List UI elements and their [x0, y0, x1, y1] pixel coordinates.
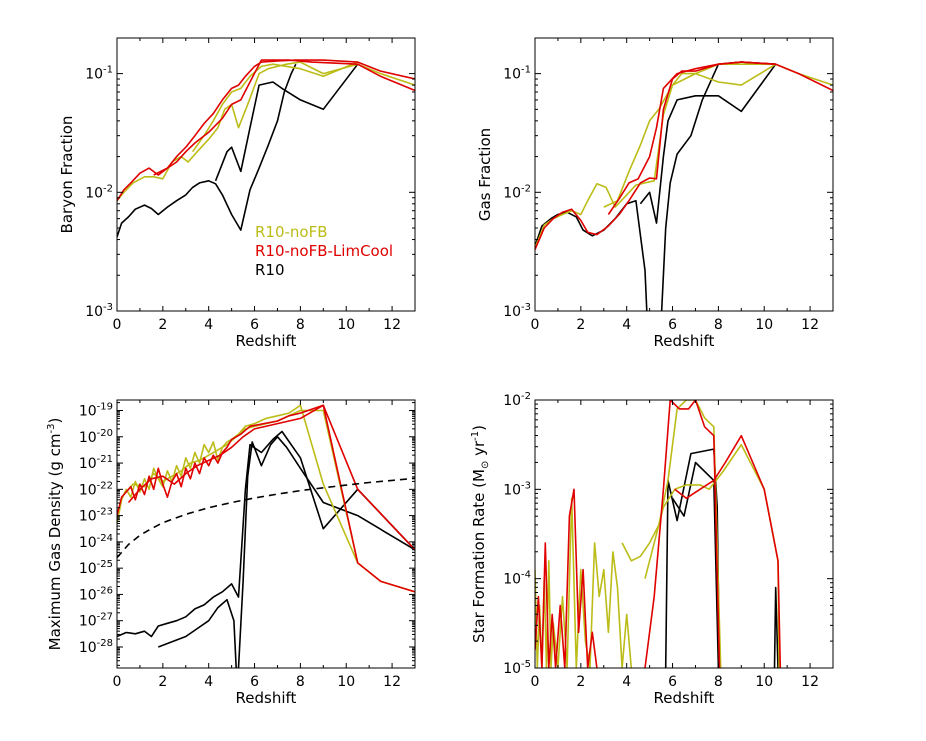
chart-baryon: 0 2 4 6 8 10 12 10-3 10-2 10-1 Redshift Baryon Frac… [58, 37, 416, 350]
x-tick-label: 6 [668, 317, 677, 333]
plot-frame [116, 399, 416, 669]
x-tick-label: 10 [755, 674, 773, 690]
series-line-r10-nofb-limcool-0 [117, 404, 415, 551]
series-group [117, 404, 415, 668]
y-tick-label: 10-1 [503, 65, 531, 83]
series-line-r10-nofb-1 [603, 63, 776, 208]
y-tick-label: 10-26 [79, 585, 113, 603]
legend-entry-r10-nofb-limcool: R10-noFB-LimCool [255, 242, 393, 260]
plot-frame [534, 37, 834, 312]
y-tick-label: 10-23 [79, 507, 113, 525]
x-tick-label: 12 [801, 674, 819, 690]
series-line-r10-1 [158, 598, 237, 668]
series-line-r10-nofb-limcool-1 [153, 59, 415, 176]
x-tick-label: 12 [383, 317, 401, 333]
series-line-r10-1 [639, 63, 777, 224]
x-tick-label: 8 [714, 317, 723, 333]
y-axis-label: Gas Fraction [476, 128, 494, 221]
x-tick-label: 8 [296, 674, 305, 690]
x-tick-label: 0 [531, 674, 540, 690]
plot-frame [534, 399, 834, 669]
x-tick-label: 0 [113, 674, 122, 690]
series-line-r10-nofb-0 [535, 63, 833, 249]
x-tick-label: 4 [204, 674, 213, 690]
chart-gas: 0 2 4 6 8 10 12 10-3 10-2 10-1 Redshift Gas Fractio… [476, 37, 834, 350]
x-tick-label: 4 [622, 674, 631, 690]
x-axis-label: Redshift [654, 689, 715, 707]
series-line-r10-0 [117, 430, 415, 638]
x-tick-label: 10 [337, 674, 355, 690]
series-line-r10-0 [117, 63, 297, 238]
y-tick-label: 10-2 [503, 183, 531, 201]
x-tick-label: 6 [668, 674, 677, 690]
y-tick-label: 10-1 [85, 65, 113, 83]
series-line-r10-1 [671, 461, 720, 668]
series-line-r10-nofb-limcool-1 [644, 400, 721, 668]
series-line-r10-nofb-1 [191, 61, 359, 153]
series-line-r10-1 [214, 63, 359, 182]
series-group [535, 400, 782, 668]
series-line-r10-nofb-limcool-2 [674, 434, 782, 668]
chart-sfr: 0 2 4 6 8 10 12 10-5 10-4 10-3 10-2 Redshift Star Fo… [470, 391, 834, 707]
x-axis-label: Redshift [236, 332, 297, 350]
series-line-r10-2 [660, 61, 776, 311]
y-tick-label: 10-28 [79, 638, 113, 656]
y-tick-label: 10-4 [503, 570, 531, 588]
x-tick-label: 2 [576, 674, 585, 690]
series-line-reference-0 [117, 477, 415, 559]
y-tick-label: 10-22 [79, 480, 113, 498]
x-tick-label: 0 [113, 317, 122, 333]
x-tick-label: 12 [383, 674, 401, 690]
x-tick-label: 4 [204, 317, 213, 333]
series-line-r10-2 [237, 435, 415, 668]
chart-density: 0 2 4 6 8 10 12 10-28 10-27 10-26 10-25 10-24 10-23 1… [46, 399, 416, 707]
x-tick-label: 2 [158, 317, 167, 333]
y-tick-label: 10-2 [503, 391, 531, 409]
y-tick-label: 10-3 [85, 302, 113, 320]
y-tick-label: 10-21 [79, 454, 113, 472]
x-tick-label: 10 [755, 317, 773, 333]
series-line-r10-nofb-limcool-1 [127, 404, 415, 593]
y-tick-label: 10-24 [79, 533, 113, 551]
y-tick-label: 10-19 [79, 402, 113, 420]
series-group [117, 59, 415, 238]
x-tick-label: 8 [714, 674, 723, 690]
y-tick-label: 10-25 [79, 559, 113, 577]
plot-frame [116, 37, 416, 312]
legend-entry-r10: R10 [255, 261, 285, 279]
series-line-r10-nofb-limcool-0 [535, 488, 598, 668]
series-group [535, 61, 833, 311]
y-tick-label: 10-3 [503, 480, 531, 498]
y-tick-label: 10-2 [85, 183, 113, 201]
x-tick-label: 6 [250, 317, 259, 333]
series-line-r10-2 [773, 586, 779, 668]
series-line-r10-nofb-0 [117, 61, 415, 202]
series-line-r10-nofb-limcool-0 [535, 61, 833, 250]
series-line-r10-nofb-1 [621, 400, 722, 668]
x-tick-label: 6 [250, 674, 259, 690]
x-tick-label: 12 [801, 317, 819, 333]
series-line-r10-nofb-limcool-1 [607, 61, 776, 215]
x-tick-label: 10 [337, 317, 355, 333]
x-tick-label: 2 [576, 317, 585, 333]
x-axis-label: Redshift [236, 689, 297, 707]
x-tick-label: 0 [531, 317, 540, 333]
series-line-r10-nofb-limcool-0 [117, 59, 415, 202]
x-tick-label: 4 [622, 317, 631, 333]
y-axis-label: Baryon Fraction [58, 116, 76, 234]
legend-entry-r10-nofb: R10-noFB [255, 223, 328, 241]
series-line-r10-nofb-0 [117, 404, 415, 593]
y-tick-label: 10-20 [79, 428, 113, 446]
x-axis-label: Redshift [654, 332, 715, 350]
y-axis-label: Maximum Gas Density (g cm-3) [46, 418, 64, 651]
x-tick-label: 2 [158, 674, 167, 690]
y-tick-label: 10-3 [503, 302, 531, 320]
y-tick-label: 10-27 [79, 612, 113, 630]
x-tick-label: 8 [296, 317, 305, 333]
y-axis-label: Star Formation Rate (M⊙ yr-1) [470, 425, 491, 643]
y-tick-label: 10-5 [503, 659, 531, 677]
